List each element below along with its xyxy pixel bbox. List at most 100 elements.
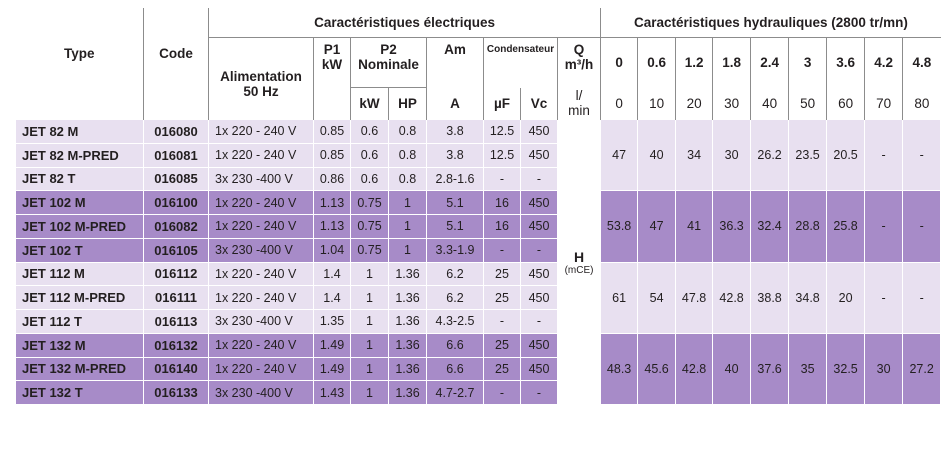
flow-m3h: 4.2 [864,37,904,88]
head-value: 26.2 [750,118,790,192]
flow-lmin: 20 [675,87,714,120]
head-value: 41 [675,190,714,263]
pump-code: 016133 [143,380,209,405]
header-cell: P2 Nominale [350,37,427,88]
data-cell: 25 [483,332,521,358]
data-cell: - [520,237,558,263]
head-label: H [573,248,585,265]
head-value: 54 [637,261,677,334]
data-cell: 1.4 [313,261,351,287]
flow-m3h: 1.8 [712,37,752,88]
flow-m3h: 4.8 [902,37,941,88]
pump-type: JET 112 T [15,309,144,334]
data-cell: 25 [483,261,521,287]
head-value: 32.4 [750,190,790,263]
data-cell: 3x 230 -400 V [208,237,314,263]
header-cell: µF [483,87,521,120]
data-row: JET 102 M 016100 1x 220 - 240 V 1.13 0.75 1 5.… [15,190,942,263]
header-cell: Vc [520,87,558,120]
head-value: 53.8 [600,190,639,263]
header-row: kW HP A µF Vc l/ min 0 10 20 30 40 50 60 70 80 [16,87,941,120]
flow-m3h: 0 [600,37,639,88]
head-value: 30 [712,118,752,192]
data-cell: 0.6 [350,166,389,192]
head-value: 40 [712,332,752,406]
pump-code: 016105 [143,237,209,263]
head-value: 47.8 [675,261,714,334]
header-cell: Alimentation 50 Hz [208,37,314,120]
data-cell: 1 [350,309,389,334]
head-value: 27.2 [902,332,942,406]
header-cell: A [426,87,484,120]
data-cell: 450 [520,119,558,144]
data-cell: 0.85 [313,142,351,168]
head-value: 28.8 [788,190,828,263]
header-row: Type Code Caractéristiques électriques C… [15,8,941,120]
data-cell: 3x 230 -400 V [208,166,314,192]
data-cell: - [483,237,521,263]
flow-m3h: 3 [788,37,828,88]
head-value: 45.6 [637,332,677,406]
head-value: 20.5 [826,118,866,192]
pump-code: 016080 [143,119,209,144]
pump-type: JET 112 M [15,261,144,287]
head-value: - [902,118,942,192]
data-cell: 1.36 [388,285,427,310]
pump-type: JET 132 M-PRED [15,356,144,382]
data-cell: 1x 220 - 240 V [208,190,314,215]
data-cell: 1.04 [313,237,351,263]
data-row: JET 82 M 016080 1x 220 - 240 V 0.85 0.6 0.8 3.… [15,118,942,405]
data-cell: 1x 220 - 240 V [208,261,314,287]
data-cell: - [483,166,521,192]
spec-table: Type Code Caractéristiques électriques C… [15,8,942,406]
data-cell: 450 [520,261,558,287]
pump-type: JET 82 M-PRED [15,142,144,168]
head-value: - [902,261,942,334]
data-cell: 450 [520,190,558,215]
head-value: - [864,190,904,263]
header-cell: HP [388,87,427,120]
data-cell: 1.35 [313,309,351,334]
data-cell: 1.13 [313,214,351,239]
head-value: - [864,261,904,334]
head-value: 35 [788,332,828,406]
data-row: JET 82 T 016085 3x 230 -400 V 0.86 0.6 0.8 2.8… [15,166,941,192]
header-cell: Condensateur [483,37,558,88]
data-cell: 1.43 [313,380,351,405]
data-cell: 3.8 [426,142,484,168]
data-cell: 1 [350,332,389,358]
data-cell: 1x 220 - 240 V [208,285,314,310]
head-value: 47 [600,118,639,192]
data-cell: 0.85 [313,119,351,144]
data-cell: 0.75 [350,237,389,263]
head-unit: (mCE) [564,264,594,276]
data-cell: 450 [520,142,558,168]
data-cell: 12.5 [483,142,521,168]
head-value: 36.3 [712,190,752,263]
pump-code: 016081 [143,142,209,168]
data-cell: 1 [350,380,389,405]
head-value: 61 [600,261,639,334]
pump-code: 016100 [143,190,209,215]
data-cell: 1x 220 - 240 V [208,214,314,239]
data-cell: 4.3-2.5 [426,309,484,334]
data-cell: 4.7-2.7 [426,380,484,405]
pump-code: 016132 [143,332,209,358]
data-cell: 450 [520,356,558,382]
data-cell: 3.8 [426,119,484,144]
data-cell: 1.36 [388,309,427,334]
data-cell: 1x 220 - 240 V [208,332,314,358]
flow-lmin: 10 [637,87,677,120]
header-cell: P1 kW [313,37,351,120]
pump-type: JET 102 T [15,237,144,263]
pump-code: 016111 [143,285,209,310]
data-cell: 450 [520,285,558,310]
head-value: 42.8 [712,261,752,334]
head-value: 34 [675,118,714,192]
data-cell: 1.49 [313,332,351,358]
table-header: Type Code Caractéristiques électriques C… [15,8,941,120]
flow-lmin: 80 [902,87,941,120]
pump-type: JET 102 M [15,190,144,215]
flow-lmin: 40 [750,87,790,120]
